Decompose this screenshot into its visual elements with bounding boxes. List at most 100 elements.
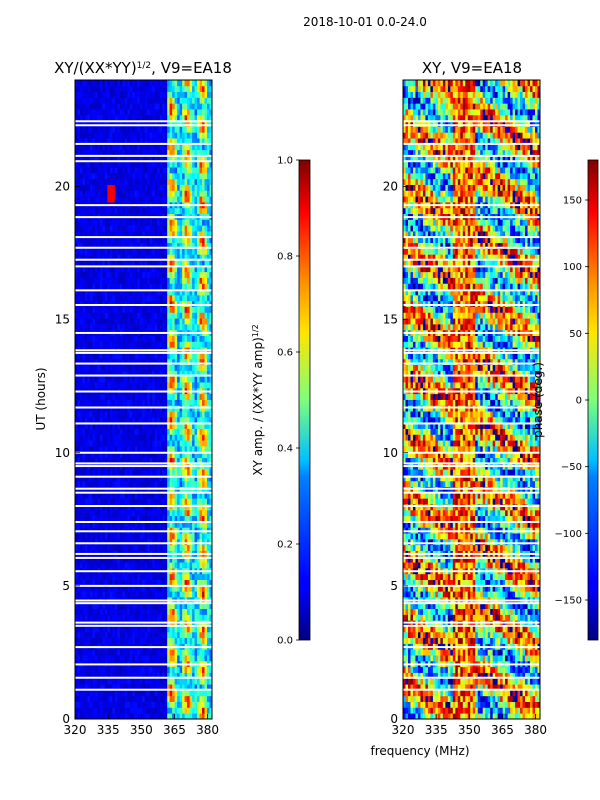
heatmap-cell bbox=[194, 480, 198, 488]
heatmap-cell bbox=[112, 695, 116, 702]
heatmap-cell bbox=[82, 684, 86, 691]
heatmap-cell bbox=[117, 219, 121, 226]
heatmap-cell bbox=[117, 225, 121, 232]
heatmap-cell bbox=[147, 434, 151, 441]
heatmap-cell bbox=[204, 498, 208, 505]
heatmap-cell bbox=[79, 341, 83, 348]
heatmap-cell bbox=[159, 318, 163, 325]
heatmap-cell bbox=[144, 684, 148, 691]
heatmap-cell bbox=[182, 649, 185, 656]
heatmap-cell bbox=[109, 364, 113, 371]
heatmap-cell bbox=[117, 678, 121, 685]
heatmap-cell bbox=[114, 190, 118, 197]
heatmap-cell bbox=[162, 260, 166, 267]
heatmap-cell bbox=[169, 562, 173, 569]
heatmap-cell bbox=[134, 695, 138, 702]
heatmap-cell bbox=[209, 358, 213, 366]
heatmap-cell bbox=[102, 492, 106, 499]
heatmap-cell bbox=[169, 358, 173, 366]
heatmap-cell bbox=[184, 515, 188, 522]
heatmap-cell bbox=[197, 364, 200, 371]
heatmap-cell bbox=[94, 492, 98, 499]
heatmap-cell bbox=[172, 225, 176, 232]
heatmap-cell bbox=[77, 364, 81, 371]
heatmap-cell bbox=[89, 411, 93, 418]
heatmap-cell bbox=[199, 666, 203, 673]
heatmap-cell bbox=[129, 573, 133, 580]
heatmap-cell bbox=[92, 480, 96, 488]
heatmap-cell bbox=[94, 521, 98, 528]
heatmap-cell bbox=[129, 434, 133, 441]
heatmap-cell bbox=[75, 614, 78, 621]
heatmap-cell bbox=[94, 480, 98, 488]
heatmap-cell bbox=[79, 277, 83, 284]
heatmap-cell bbox=[134, 318, 138, 325]
heatmap-cell bbox=[139, 416, 143, 424]
heatmap-cell bbox=[207, 399, 210, 406]
heatmap-cell bbox=[152, 306, 156, 313]
heatmap-cell bbox=[79, 492, 83, 499]
heatmap-cell bbox=[159, 323, 163, 331]
heatmap-cell bbox=[192, 265, 195, 273]
heatmap-cell bbox=[117, 498, 121, 505]
heatmap-cell bbox=[82, 242, 86, 249]
heatmap-cell bbox=[79, 544, 83, 551]
heatmap-cell bbox=[114, 289, 118, 296]
heatmap-cell bbox=[79, 225, 83, 232]
heatmap-cell bbox=[104, 521, 108, 528]
heatmap-cell bbox=[124, 631, 128, 639]
heatmap-cell bbox=[174, 358, 178, 366]
heatmap-cell bbox=[102, 451, 106, 458]
heatmap-cell bbox=[82, 445, 86, 453]
heatmap-cell bbox=[142, 602, 146, 610]
heatmap-cell bbox=[159, 306, 163, 313]
heatmap-cell bbox=[184, 469, 188, 476]
heatmap-cell bbox=[137, 277, 141, 284]
heatmap-cell bbox=[124, 707, 128, 714]
heatmap-cell bbox=[172, 207, 176, 215]
heatmap-cell bbox=[117, 649, 121, 656]
heatmap-cell bbox=[149, 341, 153, 348]
heatmap-cell bbox=[112, 358, 116, 366]
heatmap-cell bbox=[197, 271, 200, 278]
heatmap-cell bbox=[149, 364, 153, 371]
heatmap-cell bbox=[112, 684, 116, 691]
heatmap-cell bbox=[187, 492, 190, 499]
heatmap-cell bbox=[107, 556, 111, 563]
heatmap-cell bbox=[107, 626, 111, 633]
heatmap-cell bbox=[182, 248, 185, 255]
heatmap-cell bbox=[167, 294, 171, 302]
heatmap-cell bbox=[117, 231, 121, 238]
heatmap-cell bbox=[87, 701, 91, 708]
heatmap-cell bbox=[157, 341, 161, 348]
heatmap-cell bbox=[149, 260, 153, 267]
heatmap-cell bbox=[129, 689, 133, 697]
heatmap-cell bbox=[87, 655, 91, 662]
heatmap-cell bbox=[117, 637, 121, 644]
heatmap-cell bbox=[192, 469, 195, 476]
heatmap-cell bbox=[134, 591, 138, 598]
heatmap-cell bbox=[94, 294, 98, 302]
heatmap-cell bbox=[134, 614, 138, 621]
heatmap-cell bbox=[157, 666, 161, 673]
heatmap-cell bbox=[189, 562, 193, 569]
heatmap-cell bbox=[117, 236, 121, 244]
heatmap-cell bbox=[182, 637, 185, 644]
heatmap-cell bbox=[174, 300, 178, 307]
heatmap-cell bbox=[109, 649, 113, 656]
heatmap-cell bbox=[84, 579, 88, 586]
heatmap-cell bbox=[142, 544, 146, 551]
heatmap-cell bbox=[94, 254, 98, 261]
heatmap-cell bbox=[124, 655, 128, 662]
heatmap-cell bbox=[129, 236, 133, 244]
heatmap-cell bbox=[109, 225, 113, 232]
heatmap-cell bbox=[139, 585, 143, 592]
heatmap-cell bbox=[75, 451, 78, 458]
heatmap-cell bbox=[82, 312, 86, 319]
heatmap-cell bbox=[82, 626, 86, 633]
heatmap-cell bbox=[139, 492, 143, 499]
heatmap-cell bbox=[134, 672, 138, 679]
heatmap-cell bbox=[174, 475, 178, 482]
heatmap-cell bbox=[177, 440, 181, 447]
heatmap-cell bbox=[97, 422, 101, 429]
